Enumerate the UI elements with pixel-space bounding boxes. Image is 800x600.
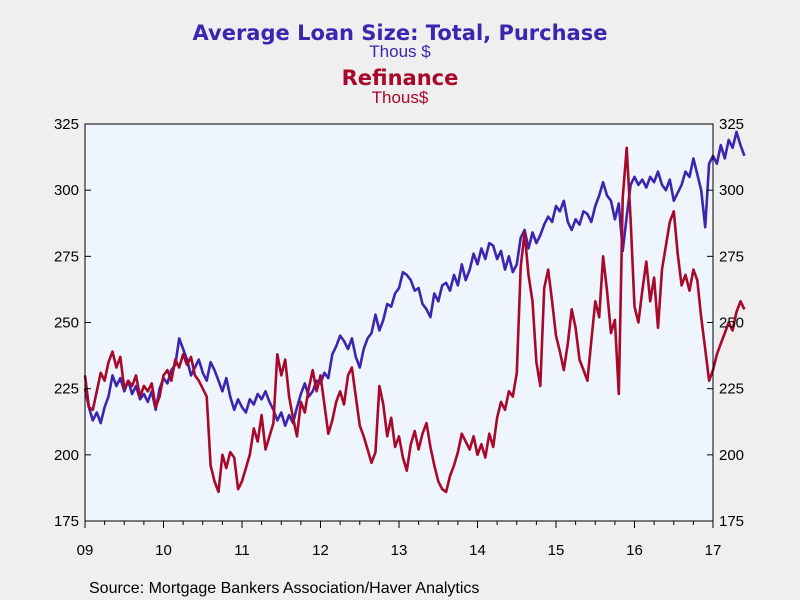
x-tick-label: 13	[391, 542, 408, 559]
series-line-purchase	[83, 130, 746, 427]
y-tick-label-right: 200	[719, 447, 744, 464]
y-tick-label-right: 225	[719, 381, 744, 398]
y-tick-label-right: 250	[719, 315, 744, 332]
x-tick-label: 10	[155, 542, 172, 559]
y-tick-label-right: 325	[719, 116, 744, 133]
x-tick-label: 11	[234, 542, 250, 559]
series-layer	[83, 130, 746, 494]
y-tick-label-left: 175	[54, 513, 79, 530]
y-tick-label-left: 300	[54, 182, 79, 199]
y-tick-label-left: 250	[54, 315, 79, 332]
source-note: Source: Mortgage Bankers Association/Hav…	[89, 580, 479, 597]
axis-layer: 175 175 200 200 225 225 250 250 275 275 300 300 325 3…	[54, 116, 744, 559]
y-tick-label-left: 275	[54, 248, 79, 265]
x-tick-label: 09	[77, 542, 94, 559]
y-tick-label-left: 325	[54, 116, 79, 133]
x-tick-label: 16	[626, 542, 643, 559]
series-line-refinance	[83, 146, 746, 494]
y-tick-label-right: 300	[719, 182, 744, 199]
chart-title: Average Loan Size: Total, Purchase	[193, 21, 608, 45]
y-tick-label-right: 275	[719, 248, 744, 265]
y-tick-label-left: 200	[54, 447, 79, 464]
plot-area	[85, 124, 713, 521]
x-tick-label: 12	[312, 542, 329, 559]
y-tick-label-right: 175	[719, 513, 744, 530]
refinance-unit-label: Thous$	[372, 88, 429, 107]
x-tick-label: 15	[548, 542, 565, 559]
purchase-unit-label: Thous $	[369, 42, 431, 61]
refinance-label: Refinance	[342, 66, 459, 90]
x-tick-label: 14	[469, 542, 486, 559]
x-tick-label: 17	[705, 542, 722, 559]
y-tick-label-left: 225	[54, 381, 79, 398]
